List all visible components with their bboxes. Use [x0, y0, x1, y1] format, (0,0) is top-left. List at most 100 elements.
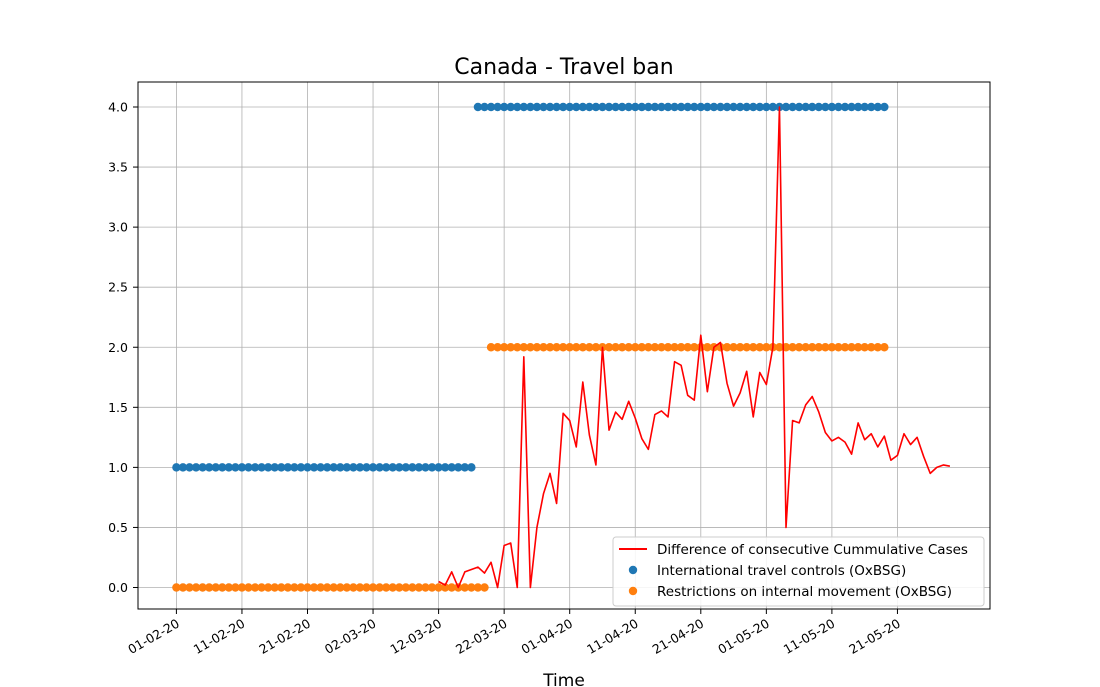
- marker-point: [644, 343, 653, 352]
- marker-point: [349, 583, 358, 592]
- marker-point: [742, 102, 751, 112]
- marker-point: [290, 583, 299, 592]
- marker-point: [414, 463, 424, 472]
- marker-point: [703, 102, 712, 112]
- marker-point: [801, 343, 810, 352]
- marker-point: [440, 583, 450, 592]
- marker-point: [224, 583, 234, 592]
- series-international-travel-controls: [172, 102, 889, 472]
- marker-point: [368, 583, 378, 592]
- marker-point: [322, 583, 332, 592]
- marker-point: [401, 583, 411, 592]
- marker-point: [263, 463, 273, 472]
- x-tick-label: 01-04-20: [519, 616, 576, 657]
- marker-point: [552, 343, 561, 352]
- series-case-difference-line: [438, 106, 951, 589]
- marker-point: [690, 102, 699, 112]
- marker-point: [631, 102, 640, 112]
- marker-point: [211, 463, 220, 472]
- marker-point: [873, 102, 882, 112]
- marker-point: [283, 463, 293, 472]
- marker-point: [565, 102, 574, 112]
- y-tick-label: 3.0: [108, 220, 128, 235]
- marker-point: [355, 463, 365, 472]
- marker-point: [742, 343, 751, 352]
- marker-point: [722, 343, 732, 352]
- marker-point: [696, 102, 705, 112]
- marker-point: [814, 343, 823, 352]
- marker-point: [762, 102, 771, 112]
- marker-point: [499, 102, 509, 112]
- marker-point: [191, 583, 201, 592]
- marker-point: [722, 102, 732, 112]
- marker-point: [493, 102, 502, 112]
- marker-point: [322, 463, 332, 472]
- marker-point: [840, 102, 850, 112]
- marker-point: [493, 343, 502, 352]
- marker-point: [801, 102, 810, 112]
- marker-point: [775, 343, 784, 352]
- marker-point: [447, 463, 456, 472]
- marker-point: [821, 102, 830, 112]
- marker-point: [617, 102, 627, 112]
- marker-point: [867, 343, 876, 352]
- y-tick-label: 0.5: [108, 520, 128, 535]
- marker-point: [277, 583, 286, 592]
- legend-label-cases: Difference of consecutive Cummulative Ca…: [657, 542, 968, 558]
- marker-point: [185, 463, 194, 472]
- marker-point: [277, 463, 286, 472]
- y-tick-label: 2.5: [108, 280, 128, 295]
- x-tick-label: 21-04-20: [650, 616, 707, 657]
- marker-point: [735, 343, 745, 352]
- marker-point: [231, 463, 240, 472]
- marker-point: [663, 343, 673, 352]
- marker-point: [624, 343, 633, 352]
- marker-point: [296, 583, 306, 592]
- marker-point: [545, 102, 555, 112]
- marker-point: [663, 102, 673, 112]
- marker-point: [244, 463, 253, 472]
- marker-point: [847, 102, 856, 112]
- marker-point: [421, 463, 430, 472]
- marker-point: [690, 343, 699, 352]
- x-tick-label: 21-02-20: [256, 616, 313, 657]
- marker-point: [873, 343, 882, 352]
- marker-point: [644, 102, 653, 112]
- marker-point: [631, 343, 640, 352]
- marker-point: [867, 102, 876, 112]
- series-layer: [172, 102, 951, 592]
- marker-point: [375, 463, 384, 472]
- marker-point: [539, 343, 548, 352]
- marker-point: [749, 102, 758, 112]
- marker-point: [808, 102, 817, 112]
- marker-point: [172, 583, 181, 592]
- marker-point: [362, 583, 371, 592]
- x-axis: 01-02-20 11-02-20 21-02-20 02-03-20 12-03-20…: [125, 609, 903, 657]
- marker-point: [270, 463, 279, 472]
- marker-point: [250, 463, 260, 472]
- marker-point: [860, 343, 869, 352]
- marker-point: [880, 102, 889, 112]
- marker-point: [388, 463, 397, 472]
- marker-point: [591, 102, 601, 112]
- marker-point: [414, 583, 424, 592]
- marker-point: [762, 343, 771, 352]
- x-tick-label: 01-02-20: [125, 616, 182, 657]
- x-tick-label: 22-03-20: [453, 616, 510, 657]
- y-tick-label: 1.0: [108, 460, 128, 475]
- marker-point: [447, 583, 456, 592]
- marker-point: [788, 343, 797, 352]
- marker-point: [263, 583, 273, 592]
- marker-point: [853, 343, 863, 352]
- marker-point: [467, 463, 476, 472]
- marker-point: [670, 343, 679, 352]
- marker-point: [257, 463, 266, 472]
- marker-point: [375, 583, 384, 592]
- marker-point: [585, 102, 594, 112]
- marker-point: [676, 343, 686, 352]
- x-tick-label: 11-04-20: [584, 616, 641, 657]
- marker-point: [316, 463, 325, 472]
- legend-frame: [612, 536, 985, 607]
- marker-point: [395, 463, 404, 472]
- marker-point: [316, 583, 325, 592]
